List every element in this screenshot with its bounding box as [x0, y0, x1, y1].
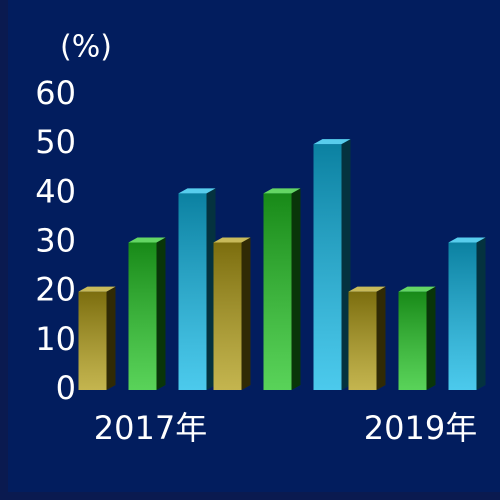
y-tick-label: 20 [35, 271, 76, 309]
background [8, 0, 500, 492]
y-tick-label: 0 [56, 369, 76, 407]
bar-side [426, 286, 436, 390]
bar-side-dark [156, 237, 166, 390]
bar-top [448, 237, 486, 243]
bar-top [178, 188, 216, 194]
bar-side-dark [476, 237, 486, 390]
bar-top [213, 237, 251, 243]
bar-side-dark [341, 139, 351, 390]
bar-side-dark [106, 286, 116, 390]
bar-top [398, 286, 436, 292]
y-tick-label: 10 [35, 320, 76, 358]
bar-side-dark [206, 188, 216, 390]
bar-top [128, 237, 166, 243]
bar-side [341, 139, 351, 390]
bar-shade [78, 291, 107, 390]
bar-shade [348, 291, 377, 390]
bar-top-light [313, 139, 351, 145]
bar-side-dark [291, 188, 301, 390]
y-tick-label: 60 [35, 74, 76, 112]
bar-side-dark [241, 237, 251, 390]
bar-top-light [128, 237, 166, 243]
y-tick-label: 50 [35, 123, 76, 161]
bar-side [106, 286, 116, 390]
bar-top [263, 188, 301, 194]
bar-side [206, 188, 216, 390]
bar-shade [398, 291, 427, 390]
bar-shade [313, 144, 342, 390]
bar-top-light [398, 286, 436, 292]
bar-top-light [263, 188, 301, 194]
y-tick-label: 30 [35, 222, 76, 260]
bar-side-dark [376, 286, 386, 390]
y-axis-label: (%) [60, 30, 112, 65]
x-tick-label: 2017年 [94, 409, 207, 447]
bar-top-light [78, 286, 116, 292]
bar-shade [263, 193, 292, 390]
bar-side [376, 286, 386, 390]
bar-top-light [178, 188, 216, 194]
bar [313, 139, 351, 390]
bar [213, 237, 251, 390]
bar [263, 188, 301, 390]
bar [128, 237, 166, 390]
y-tick-label: 40 [35, 172, 76, 210]
bar-top-light [448, 237, 486, 243]
bar-shade [448, 242, 477, 390]
bar-top-light [348, 286, 386, 292]
bar-side [156, 237, 166, 390]
bar [398, 286, 436, 390]
bar-top-light [213, 237, 251, 243]
bar-top [78, 286, 116, 292]
bar-side [241, 237, 251, 390]
x-tick-label: 2019年 [364, 409, 477, 447]
bar-side-dark [426, 286, 436, 390]
bar-side [291, 188, 301, 390]
bar-top [348, 286, 386, 292]
bar-side [476, 237, 486, 390]
bar-shade [178, 193, 207, 390]
bar [448, 237, 486, 390]
bar-shade [213, 242, 242, 390]
bar-top [313, 139, 351, 145]
bar [348, 286, 386, 390]
bar [78, 286, 116, 390]
bar [178, 188, 216, 390]
bar-shade [128, 242, 157, 390]
